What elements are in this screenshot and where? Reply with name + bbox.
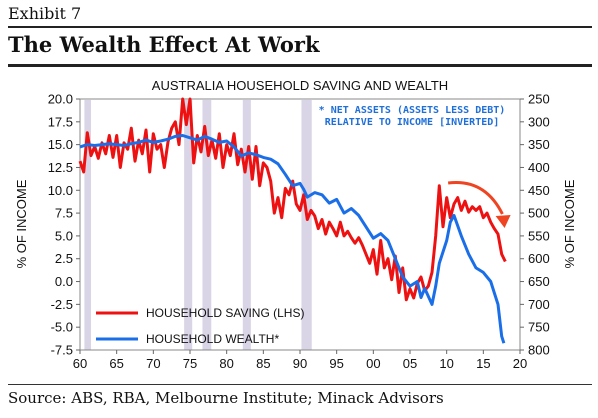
x-tick-label: 75 (183, 356, 197, 371)
x-tick-label: 05 (403, 356, 417, 371)
y-right-tick-label: 250 (528, 92, 550, 107)
legend-label-saving: HOUSEHOLD SAVING (LHS) (146, 306, 304, 320)
y-left-tick-label: 5.0 (55, 228, 73, 243)
y-right-tick-label: 400 (528, 160, 550, 175)
trend-arrow-group (447, 180, 511, 228)
source-rule (8, 384, 592, 385)
x-tick-label: 85 (256, 356, 270, 371)
exhibit-label: Exhibit 7 (8, 4, 82, 23)
y-right-tick-label: 300 (528, 114, 550, 129)
chart-note-line2: RELATIVE TO INCOME [INVERTED] (325, 117, 500, 128)
x-tick-label: 80 (219, 356, 233, 371)
x-tick-label: 00 (366, 356, 380, 371)
y-left-tick-label: 0.0 (55, 274, 73, 289)
y-right-tick-label: 550 (528, 228, 550, 243)
x-tick-label: 15 (476, 356, 490, 371)
y-right-tick-label: 450 (528, 183, 550, 198)
headline: The Wealth Effect At Work (8, 32, 320, 57)
chart-title: AUSTRALIA HOUSEHOLD SAVING AND WEALTH (152, 78, 448, 93)
legend-label-wealth: HOUSEHOLD WEALTH* (146, 332, 279, 346)
y-left-tick-label: 20.0 (48, 92, 73, 107)
y-left-tick-label: -2.5 (51, 297, 73, 312)
x-tick-label: 90 (293, 356, 307, 371)
trend-arrow-head (495, 214, 511, 228)
y-right-tick-label: 800 (528, 343, 550, 358)
y-left-tick-label: -5.0 (51, 320, 73, 335)
series-lines-group (78, 97, 507, 344)
x-tick-label: 10 (439, 356, 453, 371)
y-axis-left-label: % OF INCOME (14, 179, 29, 268)
series-line-wealth (79, 134, 506, 344)
y-right-tick-label: 500 (528, 206, 550, 221)
y-right-tick-label: 600 (528, 251, 550, 266)
y-left-tick-label: 12.5 (48, 160, 73, 175)
source-note: Source: ABS, RBA, Melbourne Institute; M… (8, 389, 444, 407)
top-rule (8, 26, 592, 28)
x-tick-label: 95 (329, 356, 343, 371)
y-right-tick-label: 650 (528, 274, 550, 289)
x-tick-label: 70 (146, 356, 160, 371)
recession-band-2 (202, 100, 212, 350)
y-left-tick-label: 7.5 (55, 206, 73, 221)
axis-ticks-group: 60 65 70 75 80 85 90 95 00 05 10 15 20 20.0 17.5 15.0 12… (48, 92, 550, 372)
y-left-tick-label: 10.0 (48, 183, 73, 198)
chart-note-line1: * NET ASSETS (ASSETS LESS DEBT) (319, 105, 506, 116)
recession-band-1 (184, 100, 193, 350)
y-left-tick-label: 2.5 (55, 251, 73, 266)
legend: HOUSEHOLD SAVING (LHS) HOUSEHOLD WEALTH* (96, 306, 304, 346)
series-line-saving (78, 97, 507, 302)
y-left-tick-label: -7.5 (51, 343, 73, 358)
y-right-tick-label: 700 (528, 297, 550, 312)
x-tick-label: 20 (513, 356, 527, 371)
y-right-tick-label: 750 (528, 320, 550, 335)
headline-rule (8, 64, 592, 67)
recession-band-4 (301, 100, 312, 350)
y-left-tick-label: 17.5 (48, 114, 73, 129)
x-tick-label: 65 (109, 356, 123, 371)
recession-shading-group (84, 100, 312, 350)
y-axis-right-label: % OF INCOME (562, 179, 577, 268)
y-right-tick-label: 350 (528, 137, 550, 152)
x-tick-label: 60 (73, 356, 87, 371)
trend-arrow-line (447, 180, 504, 215)
recession-band-0 (84, 100, 91, 350)
recession-band-3 (242, 100, 251, 350)
y-left-tick-label: 15.0 (48, 137, 73, 152)
chart-svg: AUSTRALIA HOUSEHOLD SAVING AND WEALTH * … (14, 78, 577, 372)
